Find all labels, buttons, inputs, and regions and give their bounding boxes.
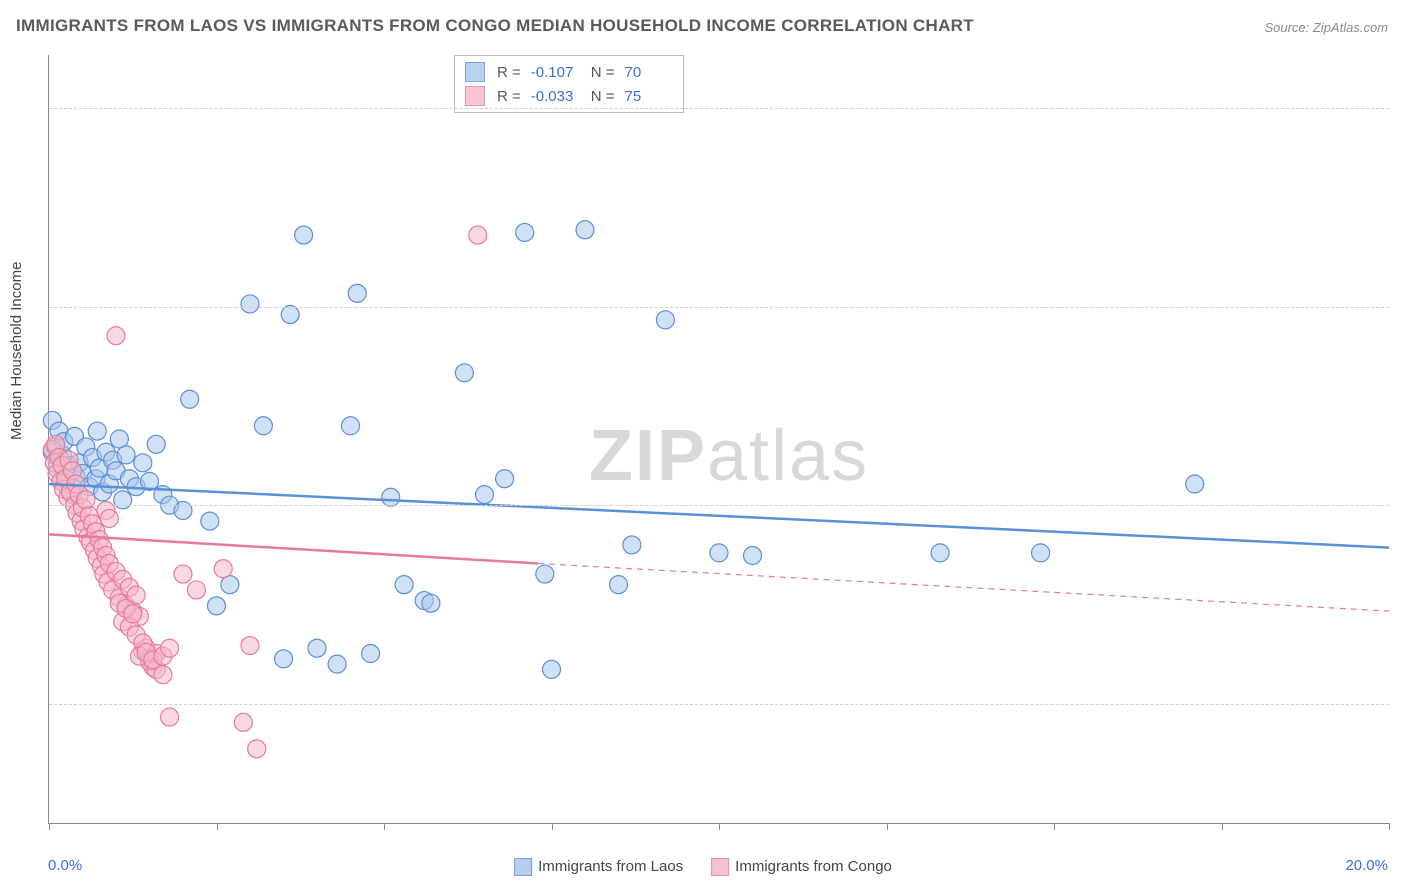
legend-label: Immigrants from Congo	[735, 858, 892, 875]
legend-label: Immigrants from Laos	[538, 858, 683, 875]
data-point	[174, 565, 192, 583]
x-tick	[384, 823, 385, 830]
data-point	[931, 544, 949, 562]
trend-line	[49, 484, 1389, 548]
data-point	[295, 226, 313, 244]
gridline: $112,500	[49, 307, 1389, 308]
stat-n-value: 70	[625, 64, 673, 81]
data-point	[241, 295, 259, 313]
data-point	[275, 650, 293, 668]
x-axis-min-label: 0.0%	[48, 857, 82, 874]
data-point	[422, 594, 440, 612]
stat-n-label: N =	[591, 88, 615, 105]
legend-swatch	[465, 62, 485, 82]
data-point	[1186, 475, 1204, 493]
data-point	[496, 470, 514, 488]
data-point	[342, 417, 360, 435]
stat-r-value: -0.107	[531, 64, 579, 81]
data-point	[476, 486, 494, 504]
gridline: $75,000	[49, 505, 1389, 506]
x-tick	[552, 823, 553, 830]
data-point	[254, 417, 272, 435]
source-label: Source: ZipAtlas.com	[1264, 20, 1388, 35]
stats-row: R = -0.033 N = 75	[465, 84, 673, 108]
data-point	[214, 560, 232, 578]
data-point	[117, 446, 135, 464]
x-tick	[217, 823, 218, 830]
plot-area: ZIPatlas R =-0.107N =70R =-0.033N =75 $3…	[48, 55, 1389, 824]
data-point	[161, 708, 179, 726]
data-point	[100, 509, 118, 527]
data-point	[516, 223, 534, 241]
data-point	[161, 639, 179, 657]
data-point	[308, 639, 326, 657]
data-point	[181, 390, 199, 408]
x-tick	[1054, 823, 1055, 830]
x-tick	[887, 823, 888, 830]
stat-r-label: R =	[497, 88, 521, 105]
data-point	[124, 605, 142, 623]
data-point	[382, 488, 400, 506]
y-tick-label: $75,000	[1394, 498, 1406, 515]
data-point	[281, 306, 299, 324]
data-point	[576, 221, 594, 239]
data-point	[241, 637, 259, 655]
x-tick	[1222, 823, 1223, 830]
data-point	[623, 536, 641, 554]
data-point	[536, 565, 554, 583]
data-point	[455, 364, 473, 382]
data-point	[208, 597, 226, 615]
stat-r-label: R =	[497, 64, 521, 81]
gridline: $37,500	[49, 704, 1389, 705]
y-tick-label: $37,500	[1394, 696, 1406, 713]
trend-line	[49, 534, 538, 563]
data-point	[710, 544, 728, 562]
data-point	[744, 547, 762, 565]
data-point	[610, 576, 628, 594]
stats-row: R = -0.107 N = 70	[465, 60, 673, 84]
data-point	[469, 226, 487, 244]
data-point	[187, 581, 205, 599]
y-tick-label: $150,000	[1394, 100, 1406, 117]
data-point	[248, 740, 266, 758]
legend-swatch	[514, 858, 532, 876]
data-point	[543, 660, 561, 678]
legend-swatch	[465, 86, 485, 106]
y-axis-label: Median Household Income	[8, 262, 25, 440]
chart-title: IMMIGRANTS FROM LAOS VS IMMIGRANTS FROM …	[16, 16, 974, 36]
data-point	[88, 422, 106, 440]
data-point	[174, 502, 192, 520]
data-point	[147, 435, 165, 453]
data-point	[134, 454, 152, 472]
gridline: $150,000	[49, 108, 1389, 109]
x-tick	[719, 823, 720, 830]
data-point	[328, 655, 346, 673]
trend-line	[538, 563, 1389, 611]
data-point	[362, 645, 380, 663]
data-point	[1032, 544, 1050, 562]
legend-item: Immigrants from Laos	[514, 858, 683, 876]
stat-r-value: -0.033	[531, 88, 579, 105]
data-point	[234, 713, 252, 731]
chart-container: IMMIGRANTS FROM LAOS VS IMMIGRANTS FROM …	[0, 0, 1406, 892]
data-point	[114, 491, 132, 509]
stat-n-value: 75	[625, 88, 673, 105]
chart-svg	[49, 55, 1389, 823]
data-point	[395, 576, 413, 594]
y-tick-label: $112,500	[1394, 299, 1406, 316]
x-tick	[49, 823, 50, 830]
data-point	[656, 311, 674, 329]
legend-item: Immigrants from Congo	[711, 858, 892, 876]
data-point	[107, 327, 125, 345]
data-point	[77, 491, 95, 509]
data-point	[348, 284, 366, 302]
stat-n-label: N =	[591, 64, 615, 81]
x-tick	[1389, 823, 1390, 830]
stats-legend-box: R = -0.107 N = 70 R = -0.033 N = 75	[454, 55, 684, 113]
legend-swatch	[711, 858, 729, 876]
data-point	[201, 512, 219, 530]
bottom-legend: Immigrants from Laos Immigrants from Cong…	[514, 858, 892, 876]
x-axis-max-label: 20.0%	[1345, 857, 1388, 874]
